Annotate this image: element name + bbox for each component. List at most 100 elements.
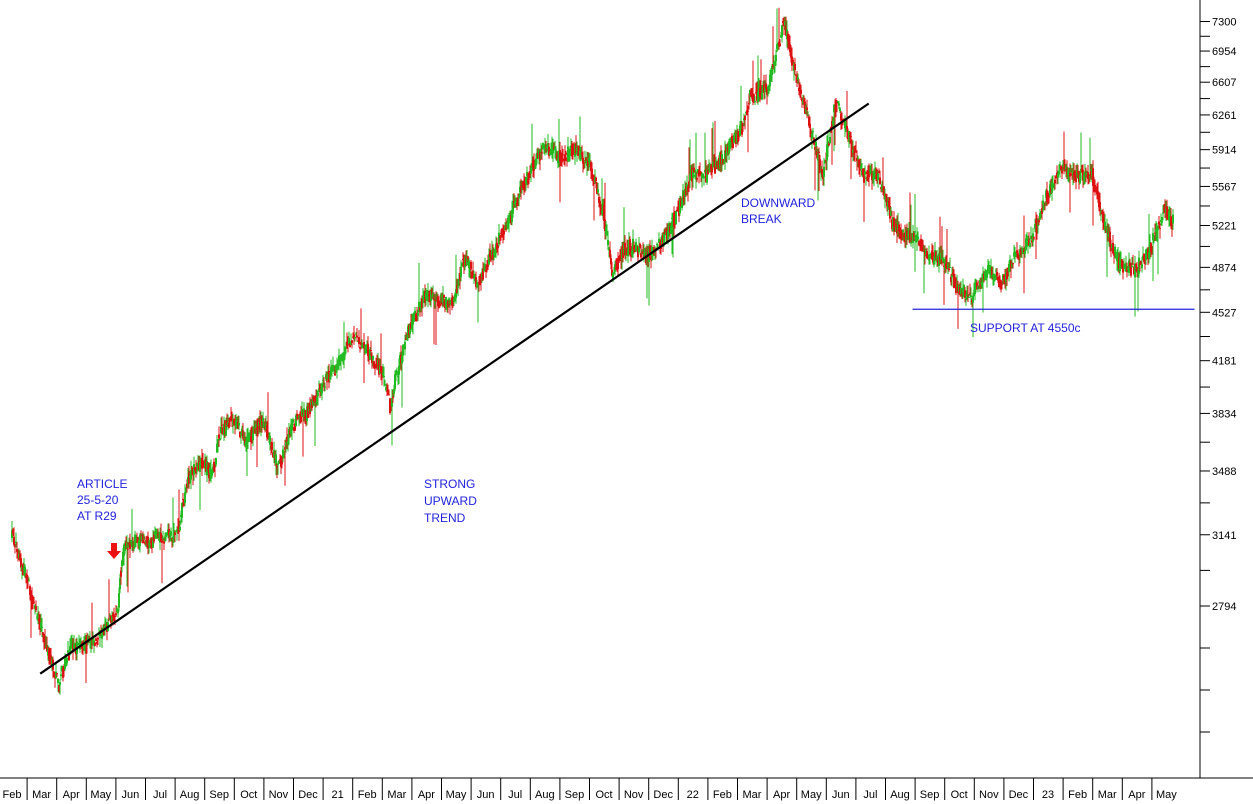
- support-annotation-line: SUPPORT AT 4550c: [970, 321, 1081, 335]
- candle-body: [864, 171, 866, 175]
- candle-body: [811, 133, 813, 140]
- candle-body: [445, 296, 447, 308]
- candle-body: [286, 436, 288, 442]
- candle-body: [881, 184, 883, 191]
- candle-body: [438, 300, 440, 302]
- candle-body: [58, 685, 60, 692]
- candle-body: [87, 635, 89, 643]
- y-tick-label: 3141: [1212, 530, 1236, 542]
- candle-body: [483, 270, 485, 272]
- candle-body: [541, 152, 543, 154]
- candle-body: [840, 113, 842, 121]
- candle-body: [144, 541, 146, 544]
- candle-body: [936, 255, 938, 263]
- candle-body: [1060, 166, 1062, 170]
- candle-body: [768, 88, 770, 90]
- candle-body: [1157, 227, 1159, 230]
- candle-body: [263, 423, 265, 425]
- candle-body: [856, 158, 858, 162]
- candle-body: [954, 282, 956, 286]
- candle-body: [69, 646, 71, 652]
- annotations: ARTICLE 25-5-20 AT R29 STRONG UPWARD TREND DOW…: [77, 196, 1081, 525]
- x-tick-label: Mar: [743, 789, 762, 801]
- candle-body: [731, 135, 733, 143]
- candle-body: [1061, 169, 1063, 174]
- candle-body: [218, 434, 220, 439]
- candle-body: [64, 658, 66, 669]
- x-tick-label: Mar: [387, 789, 406, 801]
- candle-body: [1084, 171, 1086, 179]
- candle-body: [1153, 235, 1155, 237]
- candle-body: [639, 243, 641, 247]
- candle-body: [434, 301, 436, 305]
- candle-body: [912, 233, 914, 243]
- candle-body: [1141, 264, 1143, 269]
- candle-body: [184, 492, 186, 504]
- x-tick-label: Jul: [863, 789, 877, 801]
- candle-body: [1099, 201, 1101, 211]
- candle-body: [942, 257, 944, 262]
- candle-body: [164, 536, 166, 539]
- candle-body: [879, 177, 881, 185]
- candle-body: [940, 252, 942, 259]
- candle-body: [480, 281, 482, 283]
- candle-body: [751, 97, 753, 99]
- candle-body: [642, 251, 644, 254]
- candle-body: [557, 157, 559, 164]
- candle-body: [818, 151, 820, 153]
- candle-body: [256, 427, 258, 430]
- candle-body: [442, 294, 444, 303]
- candle-body: [277, 464, 279, 466]
- candle-body: [190, 470, 192, 480]
- candle-body: [976, 282, 978, 290]
- candle-body: [118, 593, 120, 608]
- candle-body: [742, 124, 744, 126]
- candle-body: [56, 673, 58, 675]
- down-arrow-icon: [107, 543, 122, 559]
- candle-body: [254, 429, 256, 434]
- candle-body: [846, 125, 848, 130]
- candle-body: [40, 622, 42, 629]
- candle-body: [173, 532, 175, 541]
- candle-body: [556, 154, 558, 160]
- candle-body: [547, 142, 549, 150]
- candle-body: [605, 227, 607, 236]
- candle-body: [421, 298, 423, 308]
- candle-body: [913, 232, 915, 238]
- candle-body: [50, 655, 52, 661]
- candle-body: [769, 74, 771, 87]
- candle-body: [292, 419, 294, 423]
- candle-body: [562, 154, 564, 156]
- candle-body: [392, 397, 394, 399]
- candle-body: [333, 367, 335, 372]
- candle-body: [821, 168, 823, 175]
- candle-body: [322, 379, 324, 381]
- candle-body: [120, 570, 122, 577]
- x-tick-label: Apr: [1128, 789, 1145, 801]
- candle-body: [153, 534, 155, 542]
- candle-body: [1169, 211, 1171, 218]
- candle-body: [1046, 190, 1048, 202]
- candle-body: [439, 303, 441, 306]
- candle-body: [477, 284, 479, 288]
- candle-body: [326, 381, 328, 383]
- candle-body: [385, 387, 387, 391]
- candle-body: [177, 526, 179, 528]
- candle-body: [93, 640, 95, 645]
- candlesticks: [11, 7, 1174, 695]
- candle-body: [122, 552, 124, 561]
- candle-body: [24, 566, 26, 577]
- candle-body: [1135, 264, 1137, 266]
- candle-body: [390, 407, 392, 409]
- candle-body: [250, 436, 252, 443]
- candle-body: [952, 272, 954, 275]
- candle-body: [732, 139, 734, 149]
- candle-body: [625, 254, 627, 256]
- candle-body: [1036, 223, 1038, 231]
- candle-body: [526, 171, 528, 176]
- candle-body: [640, 252, 642, 258]
- candle-body: [493, 252, 495, 256]
- candle-body: [229, 420, 231, 422]
